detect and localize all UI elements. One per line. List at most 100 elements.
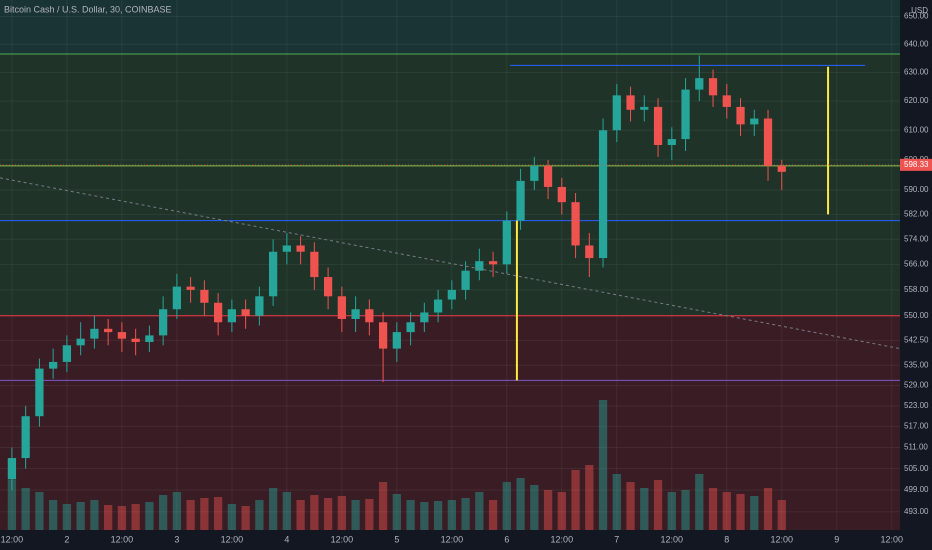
candle-body [653, 106, 663, 145]
candle-body [21, 416, 30, 459]
zone-green [0, 54, 900, 316]
candle-body [626, 95, 635, 110]
price-axis [900, 0, 932, 550]
candle-body [502, 220, 511, 265]
volume-bar [186, 500, 195, 530]
volume-bar [392, 494, 401, 530]
candle-body [420, 312, 429, 323]
candle-body [461, 270, 470, 290]
volume-bar [557, 492, 566, 530]
volume-bar [640, 488, 649, 530]
volume-bar [585, 465, 594, 530]
candle-body [571, 202, 580, 246]
candle-body [598, 130, 608, 259]
x-tick-label: 5 [394, 534, 399, 544]
candle-body [475, 261, 484, 271]
candle-body [214, 302, 223, 323]
candle-body [681, 89, 690, 140]
zone-red [0, 315, 900, 530]
candle-body [667, 139, 676, 145]
candle-body [695, 78, 704, 90]
candle-body [49, 361, 58, 369]
y-tick-label: 630.00 [904, 68, 929, 77]
candle-body [227, 309, 236, 323]
volume-bar [516, 478, 525, 530]
candle-body [516, 180, 525, 221]
volume-bar [543, 490, 553, 530]
y-tick-label: 558.00 [904, 285, 929, 294]
y-tick-label: 505.00 [904, 464, 929, 473]
volume-bar [736, 494, 745, 530]
volume-bar [7, 480, 17, 530]
candle-body [763, 118, 773, 166]
volume-bar [255, 500, 264, 530]
volume-bar [49, 500, 58, 530]
volume-bar [406, 500, 415, 530]
volume-bar [750, 496, 759, 530]
x-tick-label: 4 [284, 534, 289, 544]
candle-body [310, 251, 319, 278]
volume-bar [695, 474, 704, 530]
y-tick-label: 640.00 [904, 39, 929, 48]
candle-body [90, 328, 99, 339]
candle-body [351, 309, 360, 319]
x-tick-label: 12:00 [221, 534, 244, 544]
x-tick-label: 8 [724, 534, 729, 544]
trendline [0, 177, 901, 350]
volume-bar [461, 498, 470, 530]
volume-bar [433, 501, 443, 530]
x-tick-label: 3 [174, 534, 179, 544]
volume-bar [200, 498, 209, 530]
volume-bar [159, 495, 168, 530]
volume-bar [667, 492, 676, 530]
volume-bar [681, 490, 690, 530]
volume-bar [310, 495, 319, 530]
candle-body [159, 309, 168, 336]
y-tick-label: 499.00 [904, 485, 929, 494]
candle-body [296, 245, 305, 252]
chart-title: Bitcoin Cash / U.S. Dollar, 30, COINBASE [4, 4, 172, 14]
candle-body [76, 338, 85, 346]
candle-body [172, 286, 182, 310]
volume-bar [763, 488, 773, 530]
volume-bar [337, 496, 346, 530]
x-tick-label: 7 [614, 534, 619, 544]
candle-body [736, 106, 745, 125]
volume-bar [378, 482, 388, 530]
candle-body [255, 296, 264, 316]
volume-bar [502, 482, 511, 530]
candle-body [406, 322, 415, 333]
volume-bar [214, 497, 223, 530]
candle-body [7, 458, 17, 480]
volume-bar [777, 500, 786, 530]
volume-bar [296, 500, 305, 530]
candle-body [200, 289, 209, 303]
volume-bar [104, 505, 113, 530]
x-tick-label: 12:00 [441, 534, 464, 544]
candle-body [530, 165, 539, 181]
candle-body [585, 245, 594, 259]
volume-bar [21, 488, 30, 530]
y-tick-label: 523.00 [904, 401, 929, 410]
volume-bar [626, 482, 635, 530]
time-axis [0, 530, 932, 550]
volume-bar [447, 500, 456, 530]
candle-body [447, 289, 456, 300]
candle-body [378, 322, 388, 349]
y-tick-label: 650.00 [904, 12, 929, 21]
volume-bar [323, 498, 333, 530]
volume-bar [282, 492, 291, 530]
candle-body [337, 296, 346, 319]
x-tick-label: 9 [834, 534, 839, 544]
candle-body [612, 95, 621, 131]
candle-body [722, 95, 731, 107]
volume-bar [90, 500, 99, 530]
candle-body [35, 368, 44, 417]
volume-bar [351, 500, 360, 530]
x-tick-label: 2 [64, 534, 69, 544]
volume-bar [35, 492, 44, 530]
volume-bar [420, 502, 429, 530]
candle-body [488, 261, 498, 265]
volume-bar [117, 506, 127, 530]
